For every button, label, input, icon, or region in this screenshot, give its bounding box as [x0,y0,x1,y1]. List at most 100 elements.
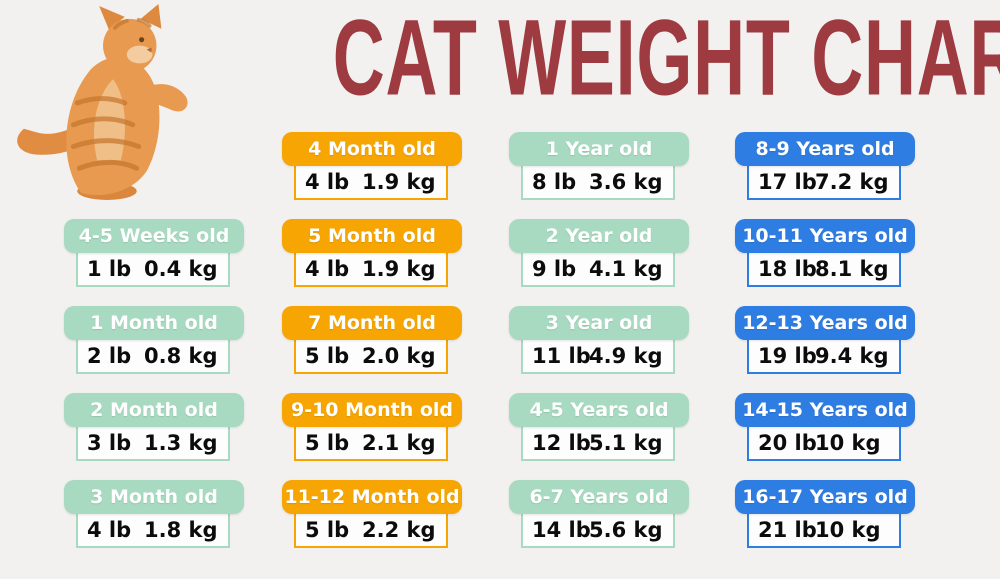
age-label: 7 Month old [282,306,462,340]
age-card: 4-5 Weeks old 1 lb 0.4 kg [64,219,244,287]
age-label: 8-9 Years old [735,132,915,166]
page-title: CAT WEIGHT CHART [332,0,1000,119]
weight-kg: 1.9 kg [362,169,436,194]
age-label: 9-10 Month old [282,393,462,427]
weight-kg: 2.2 kg [362,517,436,542]
weight-kg: 5.1 kg [589,430,663,455]
weight-lb: 19 lb [758,343,817,368]
weight-value: 5 lb 2.0 kg [294,337,448,374]
age-card: 6-7 Years old 14 lb 5.6 kg [509,480,689,548]
age-label: 3 Month old [64,480,244,514]
age-label: 12-13 Years old [735,306,915,340]
weight-value: 4 lb 1.8 kg [76,511,230,548]
weight-value: 1 lb 0.4 kg [76,250,230,287]
cat-illustration-svg [17,4,188,200]
weight-lb: 4 lb [305,256,350,281]
age-card: 4 Month old 4 lb 1.9 kg [282,132,462,200]
weight-value: 2 lb 0.8 kg [76,337,230,374]
weight-value: 20 lb 10 kg [747,424,901,461]
weight-value: 4 lb 1.9 kg [294,163,448,200]
weight-kg: 1.3 kg [144,430,218,455]
age-label: 5 Month old [282,219,462,253]
weight-kg: 4.9 kg [589,343,663,368]
weight-lb: 11 lb [532,343,591,368]
age-label: 1 Year old [509,132,689,166]
weight-value: 5 lb 2.2 kg [294,511,448,548]
weight-kg: 0.8 kg [144,343,218,368]
cat-image [12,4,200,202]
age-label: 2 Year old [509,219,689,253]
weight-kg: 5.6 kg [589,517,663,542]
age-card: 1 Month old 2 lb 0.8 kg [64,306,244,374]
age-card: 16-17 Years old 21 lb 10 kg [735,480,915,548]
weight-value: 11 lb 4.9 kg [521,337,675,374]
weight-lb: 8 lb [532,169,577,194]
age-card: 10-11 Years old 18 lb 8.1 kg [735,219,915,287]
age-card: 2 Year old 9 lb 4.1 kg [509,219,689,287]
age-label: 4-5 Years old [509,393,689,427]
age-label: 14-15 Years old [735,393,915,427]
weight-lb: 3 lb [87,430,132,455]
weight-value: 9 lb 4.1 kg [521,250,675,287]
column-months: 4 Month old 4 lb 1.9 kg 5 Month old 4 lb… [282,132,462,567]
weight-value: 12 lb 5.1 kg [521,424,675,461]
weight-kg: 10 kg [815,430,881,455]
weight-value: 4 lb 1.9 kg [294,250,448,287]
weight-lb: 12 lb [532,430,591,455]
weight-kg: 1.9 kg [362,256,436,281]
weight-lb: 5 lb [305,343,350,368]
weight-kg: 0.4 kg [144,256,218,281]
weight-kg: 7.2 kg [815,169,889,194]
age-label: 16-17 Years old [735,480,915,514]
weight-value: 17 lb 7.2 kg [747,163,901,200]
weight-kg: 10 kg [815,517,881,542]
age-card: 3 Year old 11 lb 4.9 kg [509,306,689,374]
column-adult-years: 1 Year old 8 lb 3.6 kg 2 Year old 9 lb 4… [509,132,689,567]
weight-lb: 20 lb [758,430,817,455]
weight-kg: 1.8 kg [144,517,218,542]
weight-value: 21 lb 10 kg [747,511,901,548]
weight-value: 5 lb 2.1 kg [294,424,448,461]
weight-lb: 4 lb [305,169,350,194]
age-label: 10-11 Years old [735,219,915,253]
weight-value: 3 lb 1.3 kg [76,424,230,461]
weight-value: 19 lb 9.4 kg [747,337,901,374]
weight-lb: 21 lb [758,517,817,542]
weight-lb: 4 lb [87,517,132,542]
weight-lb: 5 lb [305,517,350,542]
column-weeks-early-months: 4-5 Weeks old 1 lb 0.4 kg 1 Month old 2 … [64,219,244,567]
weight-kg: 9.4 kg [815,343,889,368]
age-card: 11-12 Month old 5 lb 2.2 kg [282,480,462,548]
age-label: 11-12 Month old [282,480,462,514]
weight-lb: 17 lb [758,169,817,194]
weight-lb: 2 lb [87,343,132,368]
weight-value: 18 lb 8.1 kg [747,250,901,287]
age-card: 4-5 Years old 12 lb 5.1 kg [509,393,689,461]
age-label: 6-7 Years old [509,480,689,514]
age-label: 1 Month old [64,306,244,340]
weight-value: 8 lb 3.6 kg [521,163,675,200]
weight-lb: 14 lb [532,517,591,542]
weight-value: 14 lb 5.6 kg [521,511,675,548]
age-label: 2 Month old [64,393,244,427]
weight-lb: 5 lb [305,430,350,455]
weight-kg: 3.6 kg [589,169,663,194]
weight-kg: 2.0 kg [362,343,436,368]
weight-lb: 9 lb [532,256,577,281]
age-label: 4 Month old [282,132,462,166]
age-card: 2 Month old 3 lb 1.3 kg [64,393,244,461]
weight-lb: 18 lb [758,256,817,281]
age-card: 8-9 Years old 17 lb 7.2 kg [735,132,915,200]
age-card: 1 Year old 8 lb 3.6 kg [509,132,689,200]
weight-lb: 1 lb [87,256,132,281]
weight-kg: 8.1 kg [815,256,889,281]
title-bar: CAT WEIGHT CHART [190,4,1000,112]
age-card: 9-10 Month old 5 lb 2.1 kg [282,393,462,461]
age-card: 7 Month old 5 lb 2.0 kg [282,306,462,374]
age-label: 4-5 Weeks old [64,219,244,253]
age-card: 12-13 Years old 19 lb 9.4 kg [735,306,915,374]
age-card: 14-15 Years old 20 lb 10 kg [735,393,915,461]
age-card: 3 Month old 4 lb 1.8 kg [64,480,244,548]
age-label: 3 Year old [509,306,689,340]
age-card: 5 Month old 4 lb 1.9 kg [282,219,462,287]
